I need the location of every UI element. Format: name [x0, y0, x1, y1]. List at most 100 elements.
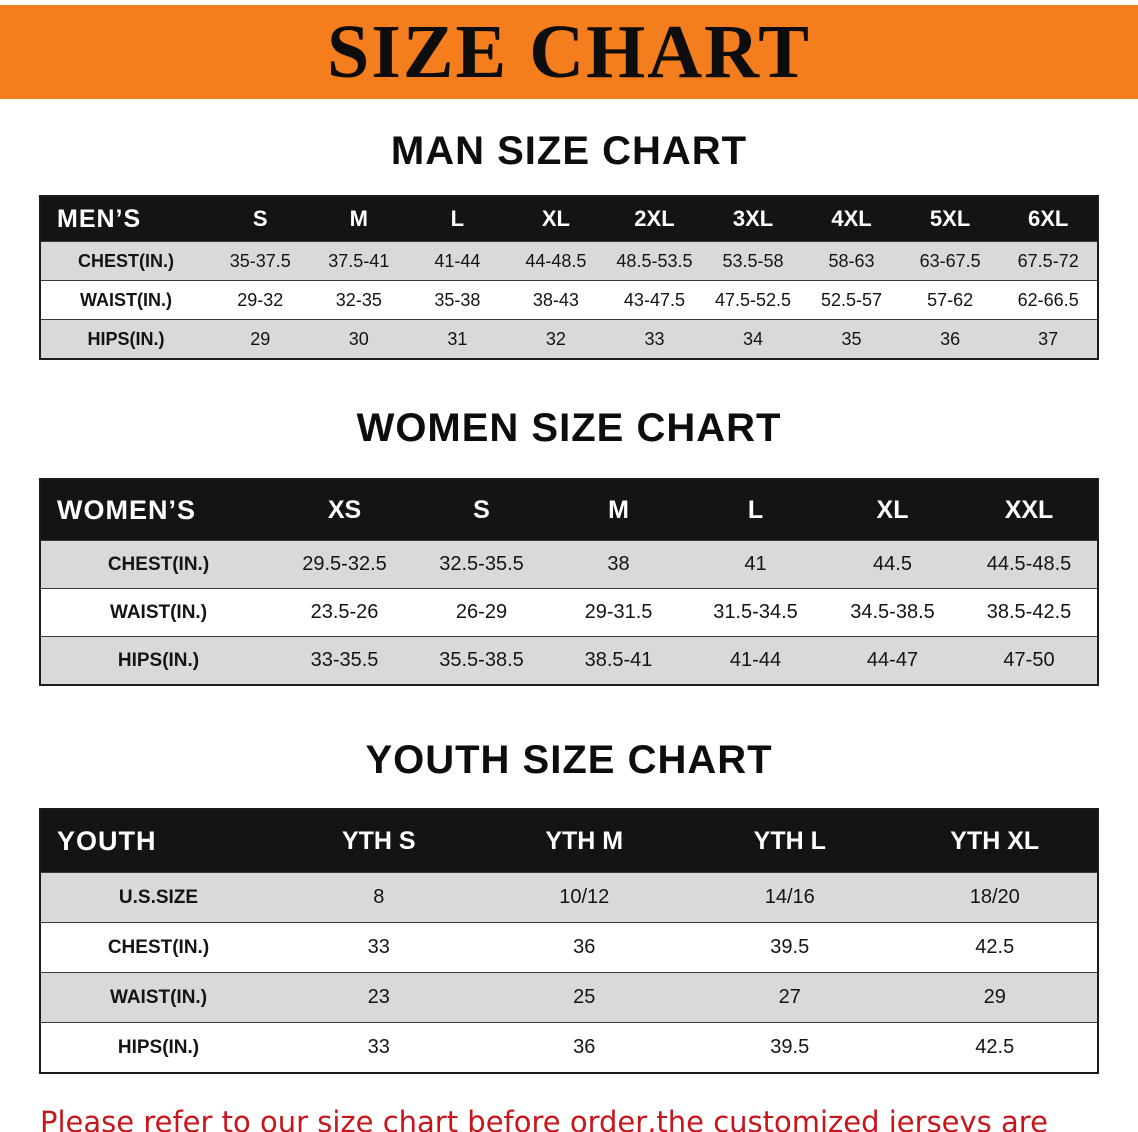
- measurement-label: U.S.SIZE: [40, 872, 276, 923]
- size-value: 35: [802, 319, 901, 359]
- data-row: WAIST(IN.) 23.5-26 26-29 29-31.5 31.5-34.5 34…: [40, 588, 1098, 637]
- size-value: 39.5: [687, 922, 893, 973]
- size-value: 29: [211, 319, 310, 359]
- size-value: 35-38: [408, 280, 507, 320]
- size-column-header: 6XL: [999, 196, 1098, 242]
- size-value: 38-43: [506, 280, 606, 320]
- youth-section-heading: YOUTH SIZE CHART: [365, 738, 773, 782]
- data-row: HIPS(IN.) 33 36 39.5 42.5: [40, 1022, 1098, 1073]
- header-row: MEN’S S M L XL 2XL 3XL 4XL 5XL 6XL: [40, 196, 1098, 242]
- size-value: 23.5-26: [276, 588, 413, 637]
- size-value: 39.5: [687, 1022, 893, 1073]
- size-value: 41-44: [687, 636, 824, 685]
- youth-section: YOUTH SIZE CHART YOUTH YTH S YTH M YTH L YTH…: [0, 738, 1138, 1074]
- measurement-label: WAIST(IN.): [40, 280, 211, 320]
- header-row: YOUTH YTH S YTH M YTH L YTH XL: [40, 809, 1098, 873]
- size-value: 52.5-57: [802, 280, 901, 320]
- size-column-header: YTH L: [687, 809, 893, 873]
- size-value: 44-47: [824, 636, 961, 685]
- size-value: 42.5: [892, 1022, 1098, 1073]
- size-value: 31: [408, 319, 507, 359]
- size-value: 10/12: [481, 872, 687, 923]
- measurement-label: HIPS(IN.): [40, 1022, 276, 1073]
- size-value: 29-31.5: [550, 588, 687, 637]
- size-value: 36: [900, 319, 1000, 359]
- size-value: 38.5-41: [550, 636, 687, 685]
- size-value: 41-44: [408, 241, 507, 281]
- measurement-label: WAIST(IN.): [40, 972, 276, 1023]
- size-column-header: XL: [824, 479, 961, 541]
- table-corner-label: YOUTH: [40, 809, 276, 873]
- size-value: 34: [703, 319, 803, 359]
- data-row: HIPS(IN.) 33-35.5 35.5-38.5 38.5-41 41-44 44-…: [40, 636, 1098, 685]
- size-value: 32: [506, 319, 606, 359]
- table-corner-label: MEN’S: [40, 196, 211, 242]
- size-value: 38.5-42.5: [961, 588, 1098, 637]
- size-value: 53.5-58: [703, 241, 803, 281]
- women-section-heading: WOMEN SIZE CHART: [356, 406, 782, 450]
- size-value: 29.5-32.5: [276, 540, 413, 589]
- size-value: 35-37.5: [211, 241, 310, 281]
- size-value: 29-32: [211, 280, 310, 320]
- size-value: 36: [481, 922, 687, 973]
- size-value: 43-47.5: [605, 280, 704, 320]
- size-value: 25: [481, 972, 687, 1023]
- measurement-label: HIPS(IN.): [40, 636, 276, 685]
- size-column-header: 2XL: [605, 196, 704, 242]
- table-corner-label: WOMEN’S: [40, 479, 276, 541]
- women-section: WOMEN SIZE CHART WOMEN’S XS S M L XL XXL CHEST(…: [0, 406, 1138, 686]
- size-value: 23: [276, 972, 482, 1023]
- size-column-header: L: [408, 196, 507, 242]
- size-value: 57-62: [900, 280, 1000, 320]
- size-column-header: M: [309, 196, 409, 242]
- data-row: CHEST(IN.) 35-37.5 37.5-41 41-44 44-48.5 48.5…: [40, 241, 1098, 281]
- size-value: 33: [276, 1022, 482, 1073]
- size-value: 62-66.5: [999, 280, 1098, 320]
- size-column-header: S: [211, 196, 310, 242]
- size-value: 63-67.5: [900, 241, 1000, 281]
- men-section: MAN SIZE CHART MEN’S S M L XL 2XL 3XL 4XL 5XL 6XL…: [0, 129, 1138, 360]
- size-value: 37.5-41: [309, 241, 409, 281]
- size-value: 41: [687, 540, 824, 589]
- notice-line-1: Please refer to our size chart before or…: [40, 1105, 1048, 1132]
- size-column-header: XXL: [961, 479, 1098, 541]
- size-value: 35.5-38.5: [413, 636, 550, 685]
- page-title: SIZE CHART: [326, 10, 811, 94]
- size-value: 47-50: [961, 636, 1098, 685]
- data-row: U.S.SIZE 8 10/12 14/16 18/20: [40, 872, 1098, 923]
- size-value: 14/16: [687, 872, 893, 923]
- size-value: 30: [309, 319, 409, 359]
- size-value: 42.5: [892, 922, 1098, 973]
- size-value: 33: [605, 319, 704, 359]
- size-value: 33: [276, 922, 482, 973]
- size-column-header: XS: [276, 479, 413, 541]
- size-value: 27: [687, 972, 893, 1023]
- size-value: 29: [892, 972, 1098, 1023]
- size-value: 37: [999, 319, 1098, 359]
- size-column-header: L: [687, 479, 824, 541]
- size-column-header: YTH S: [276, 809, 482, 873]
- men-size-table: MEN’S S M L XL 2XL 3XL 4XL 5XL 6XL CHEST(IN.) 35-37…: [39, 195, 1099, 360]
- size-column-header: YTH M: [481, 809, 687, 873]
- size-value: 44.5: [824, 540, 961, 589]
- size-value: 32.5-35.5: [413, 540, 550, 589]
- measurement-label: CHEST(IN.): [40, 241, 211, 281]
- measurement-label: CHEST(IN.): [40, 540, 276, 589]
- size-value: 38: [550, 540, 687, 589]
- size-value: 58-63: [802, 241, 901, 281]
- size-column-header: YTH XL: [892, 809, 1098, 873]
- size-column-header: XL: [506, 196, 606, 242]
- measurement-label: HIPS(IN.): [40, 319, 211, 359]
- footer-notice: Please refer to our size chart before or…: [40, 1100, 1098, 1132]
- size-value: 18/20: [892, 872, 1098, 923]
- size-value: 36: [481, 1022, 687, 1073]
- size-column-header: 3XL: [703, 196, 803, 242]
- measurement-label: CHEST(IN.): [40, 922, 276, 973]
- size-column-header: M: [550, 479, 687, 541]
- size-value: 32-35: [309, 280, 409, 320]
- size-value: 31.5-34.5: [687, 588, 824, 637]
- measurement-label: WAIST(IN.): [40, 588, 276, 637]
- size-value: 44-48.5: [506, 241, 606, 281]
- size-chart-banner: SIZE CHART: [0, 5, 1138, 99]
